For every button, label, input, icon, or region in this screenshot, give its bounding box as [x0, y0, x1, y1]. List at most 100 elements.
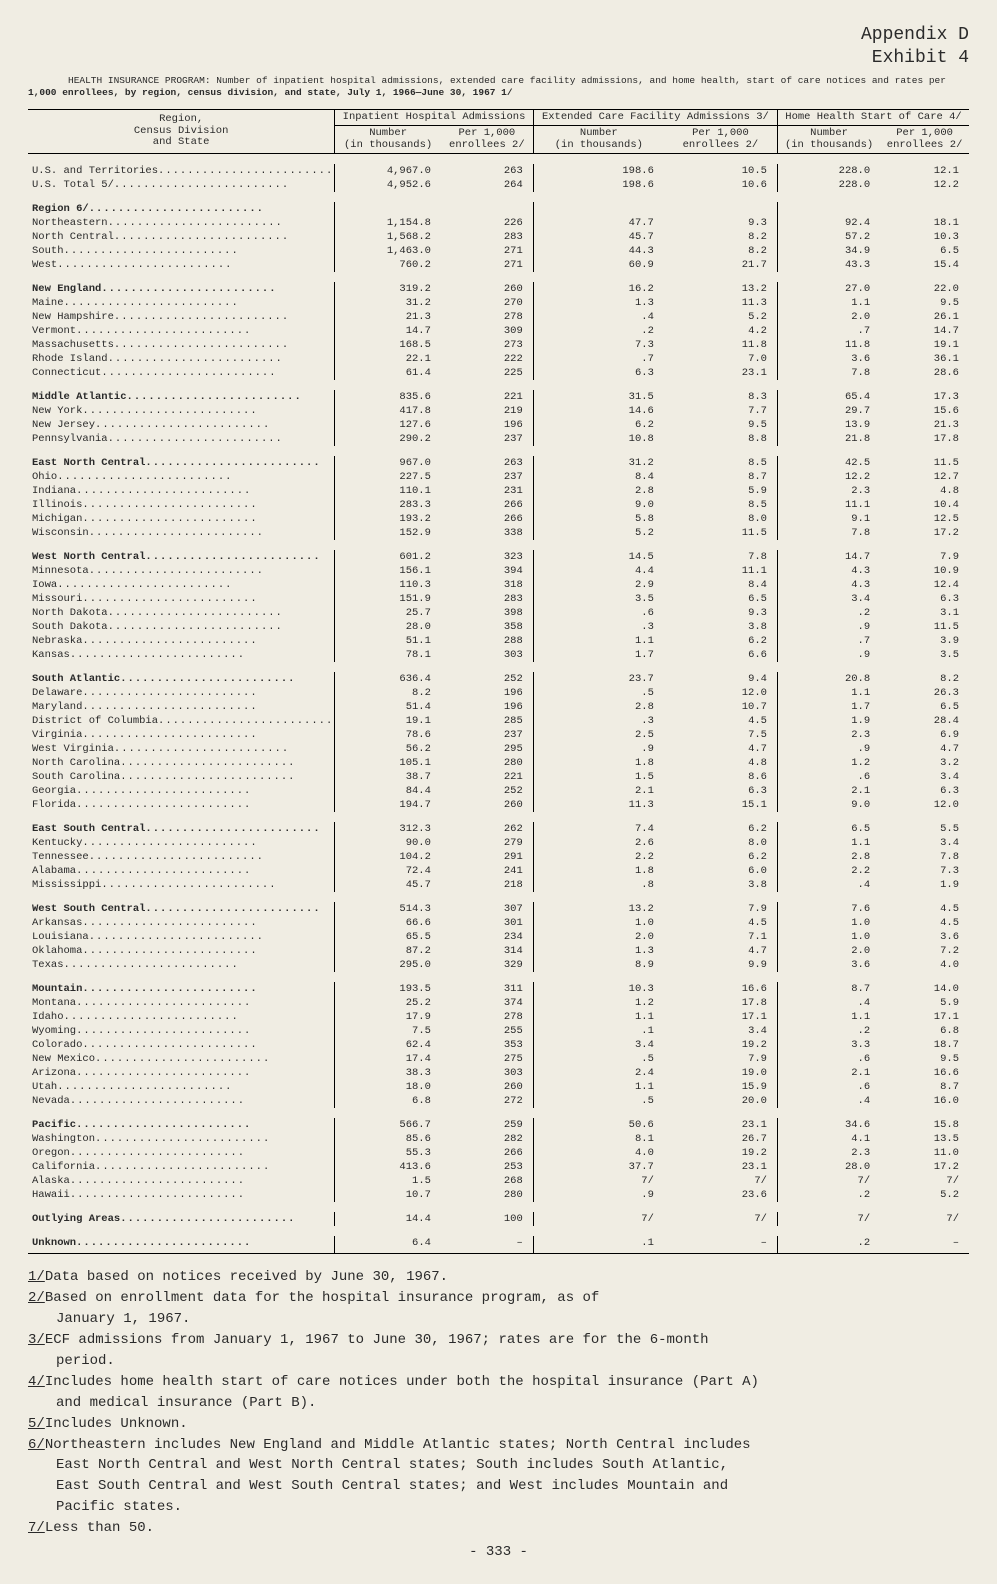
cell: 9.4	[664, 672, 778, 686]
cell: 6.4	[335, 1236, 441, 1254]
row-label: Rhode Island	[28, 352, 335, 366]
cell: 283	[441, 230, 533, 244]
table-row: Oklahoma87.23141.34.72.07.2	[28, 944, 969, 958]
cell: 329	[441, 958, 533, 972]
table-row: North Carolina105.12801.84.81.23.2	[28, 756, 969, 770]
table-row: Minnesota156.13944.411.14.310.9	[28, 564, 969, 578]
cell: 2.5	[533, 728, 664, 742]
cell: 198.6	[533, 178, 664, 192]
cell	[533, 202, 664, 216]
cell: 266	[441, 1146, 533, 1160]
cell: 7.9	[664, 1052, 778, 1066]
footnote: period.	[28, 1352, 969, 1371]
cell: 279	[441, 836, 533, 850]
table-row: West Virginia56.2295.94.7.94.7	[28, 742, 969, 756]
cell: 280	[441, 756, 533, 770]
cell: 151.9	[335, 592, 441, 606]
table-row: Utah18.02601.115.9.68.7	[28, 1080, 969, 1094]
cell: 25.2	[335, 996, 441, 1010]
cell: 55.3	[335, 1146, 441, 1160]
cell: 2.6	[533, 836, 664, 850]
table-row: Idaho17.92781.117.11.117.1	[28, 1010, 969, 1024]
cell: 5.9	[664, 484, 778, 498]
table-row: South Dakota28.0358.33.8.911.5	[28, 620, 969, 634]
table-row: Outlying Areas14.41007/7/7/7/	[28, 1212, 969, 1226]
cell: 10.5	[664, 164, 778, 178]
cell: 3.4	[664, 1024, 778, 1038]
cell: .1	[533, 1236, 664, 1254]
cell: 8.2	[664, 244, 778, 258]
cell: 8.5	[664, 456, 778, 470]
cell: 9.3	[664, 216, 778, 230]
cell: 17.2	[880, 1160, 969, 1174]
row-label: Kansas	[28, 648, 335, 662]
cell: 263	[441, 456, 533, 470]
cell: 4.8	[664, 756, 778, 770]
cell: 11.3	[664, 296, 778, 310]
cell: 353	[441, 1038, 533, 1052]
cell: 6.2	[533, 418, 664, 432]
table-row: Unknown6.4–.1–.2–	[28, 1236, 969, 1254]
cell: 4.5	[664, 714, 778, 728]
header-sub: Per 1,000enrollees 2/	[441, 126, 533, 154]
table-row: Alabama72.42411.86.02.27.3	[28, 864, 969, 878]
cell: .6	[777, 770, 880, 784]
cell: 1.2	[777, 756, 880, 770]
cell: 295	[441, 742, 533, 756]
cell: 358	[441, 620, 533, 634]
cell: 90.0	[335, 836, 441, 850]
cell: 4.3	[777, 564, 880, 578]
cell: 10.8	[533, 432, 664, 446]
cell: 26.3	[880, 686, 969, 700]
cell: 168.5	[335, 338, 441, 352]
cell: 967.0	[335, 456, 441, 470]
table-row: Texas295.03298.99.93.64.0	[28, 958, 969, 972]
cell: 1.7	[533, 648, 664, 662]
row-label: West North Central	[28, 550, 335, 564]
cell: 231	[441, 484, 533, 498]
cell: 241	[441, 864, 533, 878]
row-label: Arizona	[28, 1066, 335, 1080]
cell: 259	[441, 1118, 533, 1132]
cell: 7.7	[664, 404, 778, 418]
row-label: Wisconsin	[28, 526, 335, 540]
cell: 266	[441, 498, 533, 512]
cell: 7.6	[777, 902, 880, 916]
row-label: South	[28, 244, 335, 258]
cell: .9	[777, 648, 880, 662]
cell: .9	[777, 742, 880, 756]
cell: 7/	[880, 1212, 969, 1226]
cell: 8.1	[533, 1132, 664, 1146]
table-row: New England319.226016.213.227.022.0	[28, 282, 969, 296]
appendix-line2: Exhibit 4	[28, 47, 969, 70]
cell: 374	[441, 996, 533, 1010]
cell: 11.5	[664, 526, 778, 540]
cell: 8.7	[664, 470, 778, 484]
cell: 6.5	[777, 822, 880, 836]
cell: 1.9	[880, 878, 969, 892]
cell: 92.4	[777, 216, 880, 230]
cell: 237	[441, 432, 533, 446]
cell: 252	[441, 784, 533, 798]
row-label: Illinois	[28, 498, 335, 512]
cell: 14.7	[335, 324, 441, 338]
table-title: HEALTH INSURANCE PROGRAM: Number of inpa…	[28, 75, 969, 99]
cell: 14.0	[880, 982, 969, 996]
cell: 3.3	[777, 1038, 880, 1052]
cell: 3.5	[880, 648, 969, 662]
cell: 23.6	[664, 1188, 778, 1202]
cell: 20.0	[664, 1094, 778, 1108]
cell: 6.2	[664, 822, 778, 836]
cell: 8.2	[664, 230, 778, 244]
cell: 6.9	[880, 728, 969, 742]
cell: 65.5	[335, 930, 441, 944]
cell: 1.8	[533, 864, 664, 878]
cell: 218	[441, 878, 533, 892]
cell: 38.7	[335, 770, 441, 784]
cell: 263	[441, 164, 533, 178]
cell: 7.0	[664, 352, 778, 366]
cell: 5.2	[664, 310, 778, 324]
cell: 3.4	[880, 770, 969, 784]
cell: 222	[441, 352, 533, 366]
cell: 1.9	[777, 714, 880, 728]
